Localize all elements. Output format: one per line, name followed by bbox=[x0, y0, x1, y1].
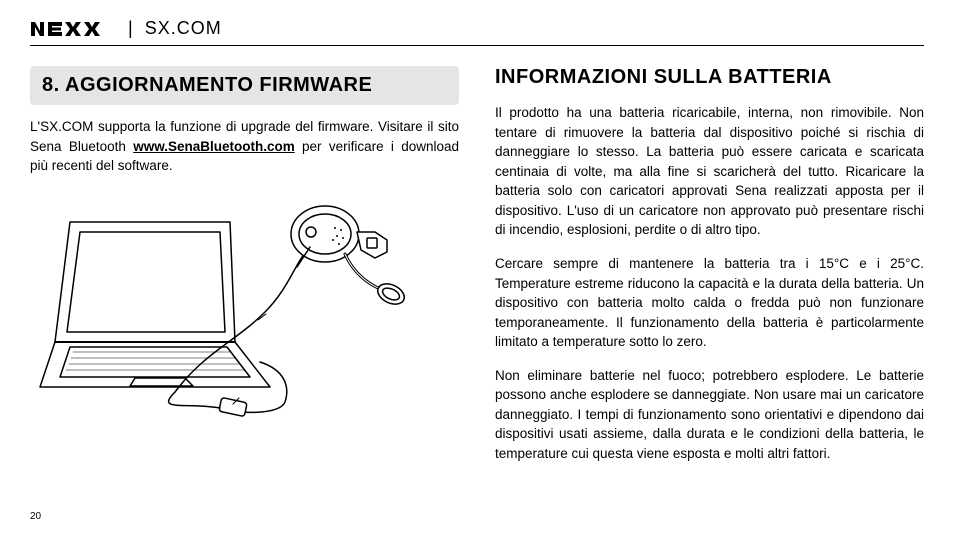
firmware-paragraph: L'SX.COM supporta la funzione di upgrade… bbox=[30, 117, 459, 176]
battery-p1: Il prodotto ha una batteria ricaricabile… bbox=[495, 103, 924, 240]
header-model: SX.COM bbox=[145, 18, 222, 39]
section-banner: 8. AGGIORNAMENTO FIRMWARE bbox=[30, 66, 459, 105]
left-column: 8. AGGIORNAMENTO FIRMWARE L'SX.COM suppo… bbox=[30, 66, 459, 464]
battery-p2: Cercare sempre di mantenere la batteria … bbox=[495, 254, 924, 352]
page-header: | SX.COM bbox=[30, 18, 924, 43]
content-columns: 8. AGGIORNAMENTO FIRMWARE L'SX.COM suppo… bbox=[30, 66, 924, 464]
sena-link[interactable]: www.SenaBluetooth.com bbox=[133, 139, 295, 154]
battery-p3: Non eliminare batterie nel fuoco; potreb… bbox=[495, 366, 924, 464]
brand-logo bbox=[30, 19, 116, 39]
battery-title: INFORMAZIONI SULLA BATTERIA bbox=[495, 66, 924, 89]
header-rule bbox=[30, 45, 924, 46]
section-title: AGGIORNAMENTO FIRMWARE bbox=[65, 74, 372, 96]
section-number: 8. bbox=[42, 74, 60, 96]
page-number: 20 bbox=[30, 511, 41, 522]
firmware-illustration bbox=[30, 192, 459, 422]
header-separator: | bbox=[128, 18, 133, 39]
right-column: INFORMAZIONI SULLA BATTERIA Il prodotto … bbox=[495, 66, 924, 464]
page: | SX.COM 8. AGGIORNAMENTO FIRMWARE L'SX.… bbox=[0, 0, 954, 536]
